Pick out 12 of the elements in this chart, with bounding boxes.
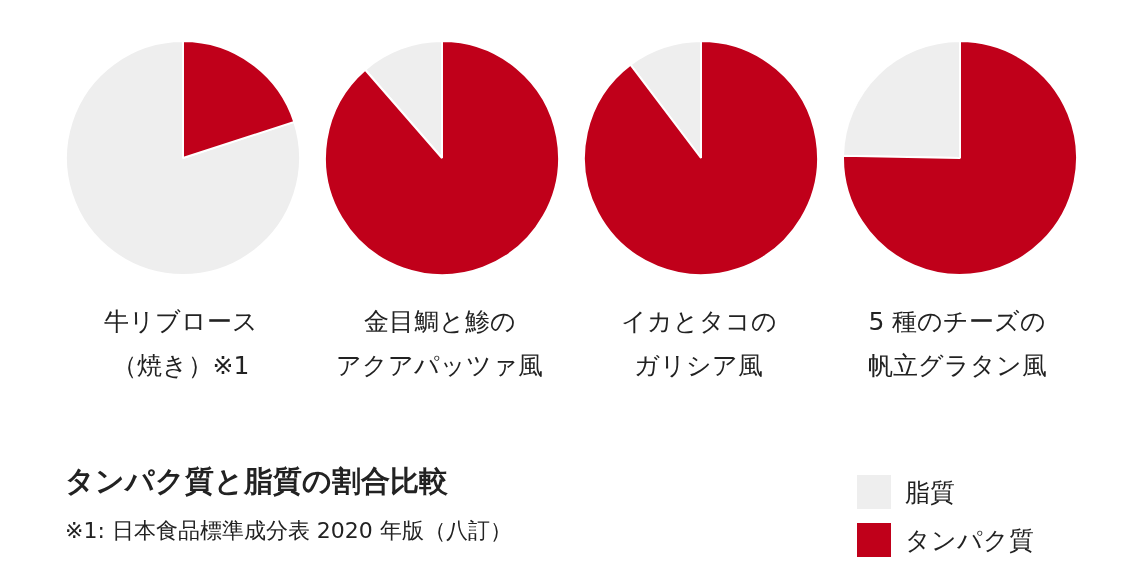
text: 牛リブロース <box>102 306 259 338</box>
legend-label: 脂質 <box>905 476 955 509</box>
text: 帆立グラタン風 <box>867 350 1048 382</box>
text: 5 種のチーズの <box>867 306 1048 338</box>
text: タンパク質と脂質の割合比較 <box>65 463 449 500</box>
text: （焼き）※1 <box>110 350 251 382</box>
text: ※1: 日本食品標準成分表 2020 年版（八訂） <box>65 517 512 545</box>
text: ガリシア風 <box>633 350 764 382</box>
text: アクアパッツァ風 <box>335 350 544 382</box>
text: 金目鯛と鯵の <box>362 306 517 338</box>
text: イカとタコの <box>619 306 778 338</box>
legend-label: タンパク質 <box>905 524 1034 557</box>
